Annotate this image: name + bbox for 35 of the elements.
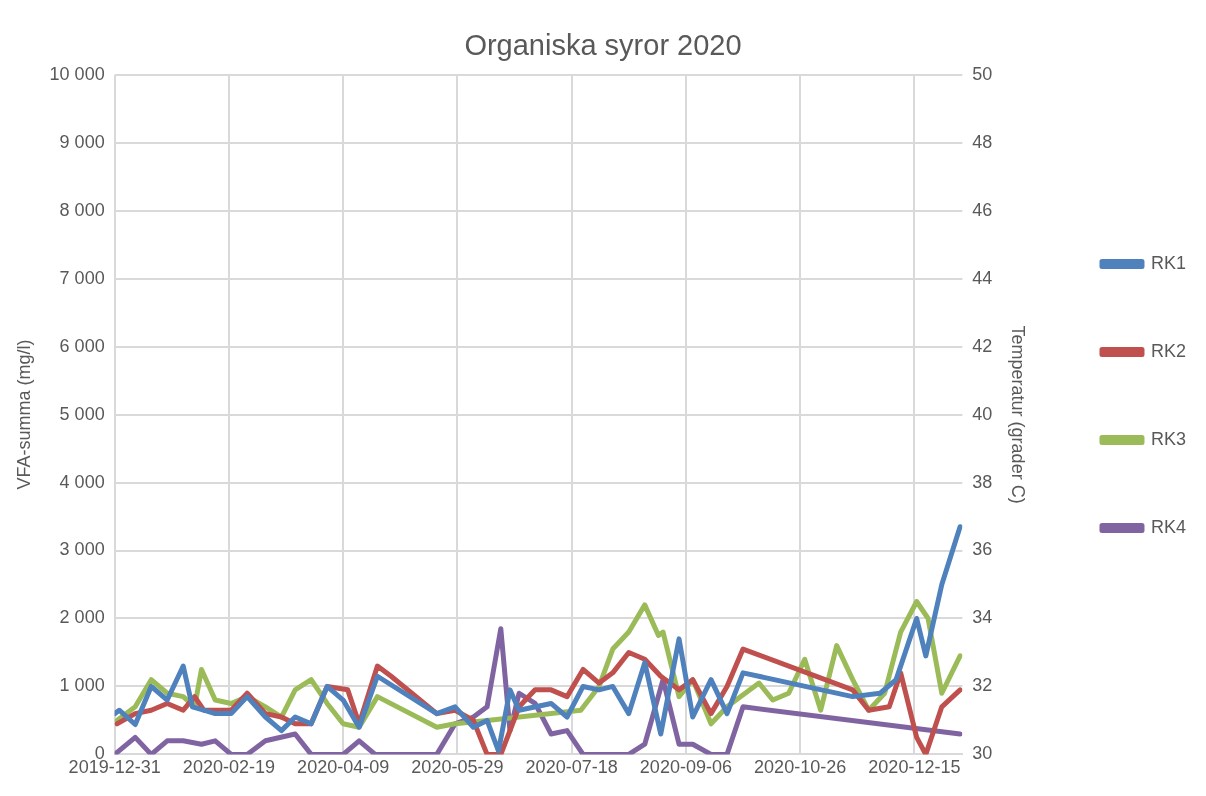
y2-axis-title: Temperatur (grader C): [1008, 325, 1029, 504]
y2-tick-label: 40: [972, 403, 993, 424]
y-tick-label: 10 000: [49, 63, 105, 84]
y2-tick-label: 50: [972, 63, 993, 84]
y2-tick-label: 36: [972, 539, 993, 560]
y-tick-label: 3 000: [59, 539, 105, 560]
x-tick-label: 2020-07-18: [525, 757, 618, 778]
y-tick-label: 6 000: [59, 335, 105, 356]
y2-tick-label: 42: [972, 335, 993, 356]
y2-tick-label: 44: [972, 267, 993, 288]
x-tick-label: 2020-10-26: [754, 757, 847, 778]
legend-label: RK4: [1150, 516, 1186, 537]
y2-tick-label: 30: [972, 743, 993, 764]
x-tick-label: 2020-04-09: [297, 757, 390, 778]
legend-label: RK1: [1150, 252, 1186, 273]
y-tick-label: 5 000: [59, 403, 105, 424]
y2-tick-label: 38: [972, 471, 993, 492]
x-tick-label: 2020-09-06: [639, 757, 732, 778]
y-tick-label: 4 000: [59, 471, 105, 492]
legend-label: RK2: [1150, 340, 1186, 361]
y-tick-label: 7 000: [59, 267, 105, 288]
y2-tick-label: 48: [972, 131, 993, 152]
y2-tick-label: 34: [972, 607, 993, 628]
y2-tick-label: 32: [972, 675, 993, 696]
x-tick-label: 2020-02-19: [182, 757, 275, 778]
chart-title: Organiska syror 2020: [464, 29, 742, 62]
y-axis-title: VFA-summa (mg/l): [13, 339, 34, 490]
y-tick-label: 9 000: [59, 131, 105, 152]
y-tick-label: 2 000: [59, 607, 105, 628]
y2-tick-label: 46: [972, 199, 993, 220]
legend-label: RK3: [1150, 428, 1186, 449]
y-tick-label: 8 000: [59, 199, 105, 220]
x-tick-label: 2020-12-15: [868, 757, 961, 778]
x-tick-label: 2020-05-29: [411, 757, 504, 778]
y-tick-label: 1 000: [59, 675, 105, 696]
